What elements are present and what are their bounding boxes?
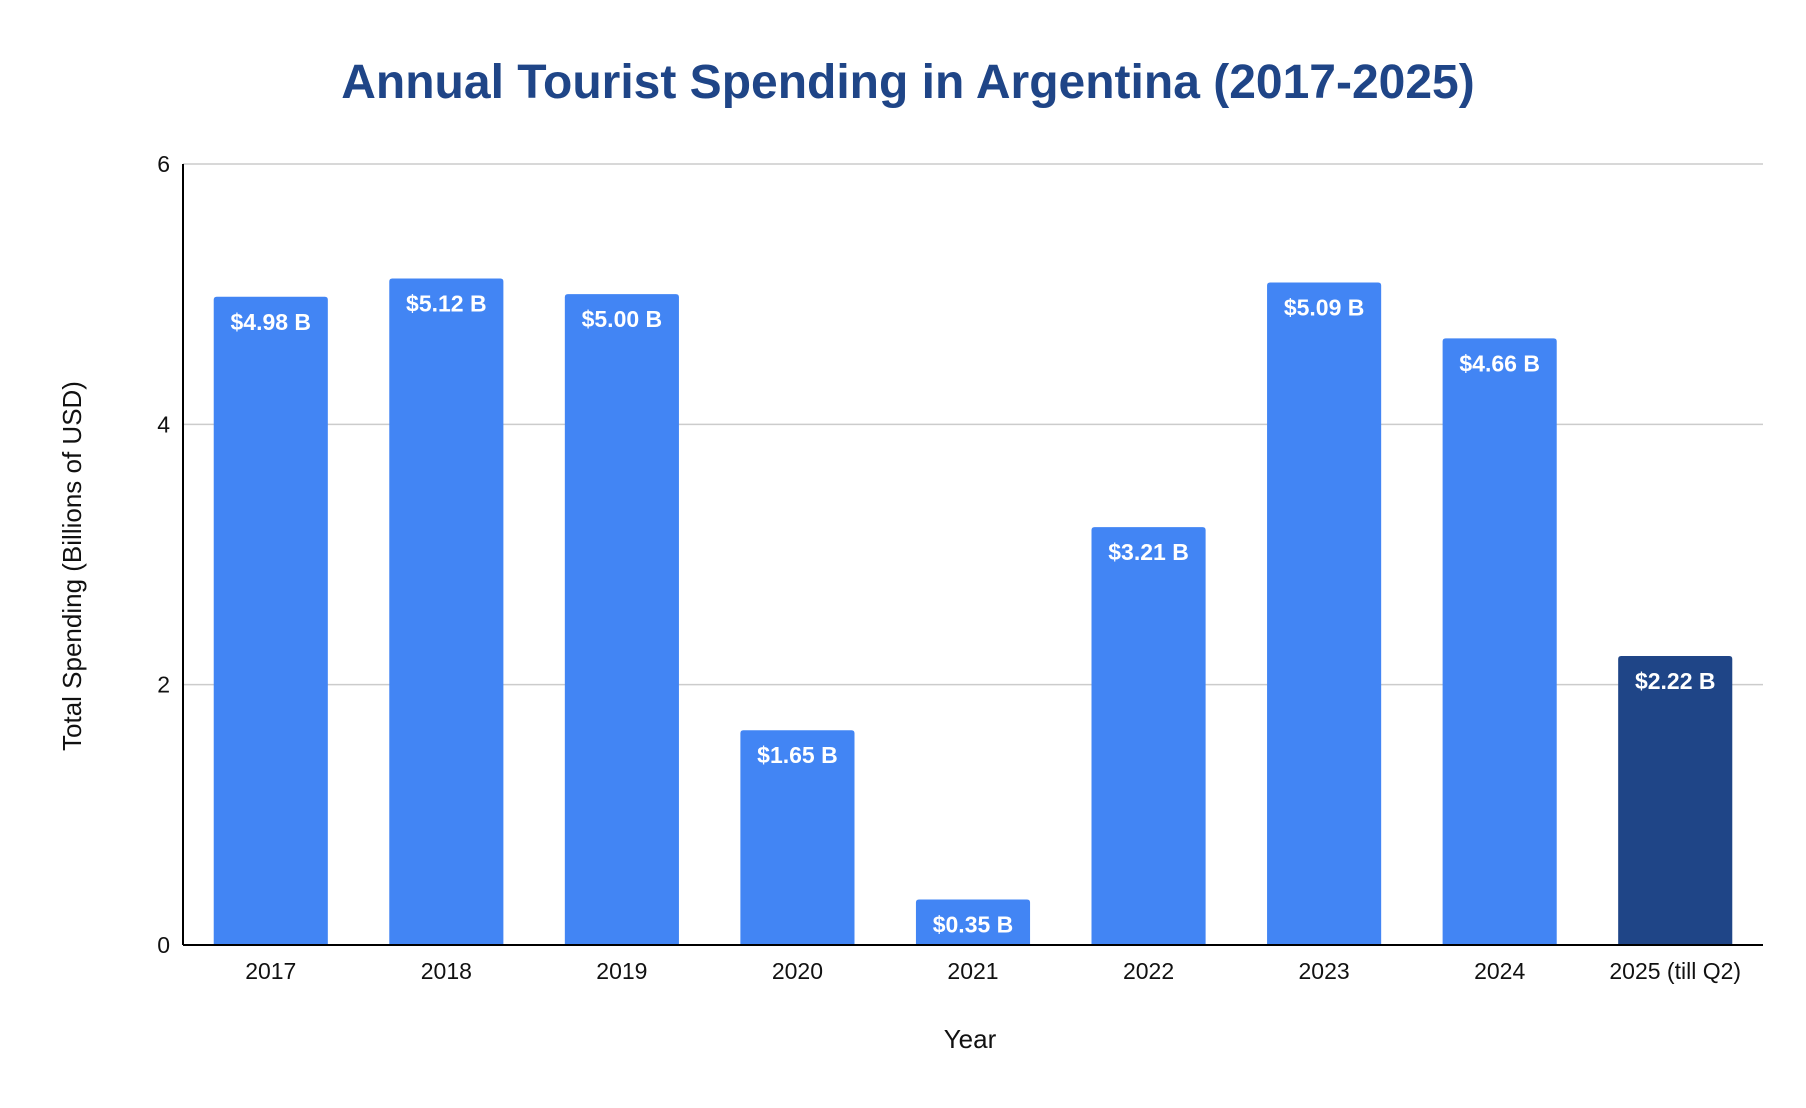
- data-label: $4.98 B: [230, 309, 311, 335]
- bar-2024: [1442, 338, 1557, 945]
- chart-title: Annual Tourist Spending in Argentina (20…: [341, 56, 1474, 109]
- x-tick-label: 2022: [1123, 958, 1174, 984]
- bar-2022: [1091, 527, 1206, 945]
- y-axis-label: Total Spending (Billions of USD): [57, 381, 87, 751]
- bar-2021: [915, 899, 1031, 945]
- x-tick-label: 2017: [245, 958, 296, 984]
- data-label: $1.65 B: [757, 742, 838, 768]
- data-label: $5.09 B: [1284, 294, 1365, 320]
- bars: [213, 278, 1733, 946]
- y-tick-label: 0: [157, 932, 170, 958]
- data-label: $5.12 B: [406, 291, 487, 317]
- x-tick-labels: 2017 2018 2019 2020 2021 2022 2023 2024 2025 (ti…: [245, 958, 1741, 984]
- bar-2020: [740, 730, 855, 945]
- bar-2017: [213, 296, 328, 945]
- y-tick-label: 6: [157, 151, 170, 177]
- bar-2018: [389, 278, 504, 946]
- data-label: $0.35 B: [933, 911, 1014, 937]
- y-tick-label: 4: [157, 411, 170, 437]
- x-tick-label: 2023: [1299, 958, 1350, 984]
- data-label: $3.21 B: [1108, 539, 1189, 565]
- bar-2023: [1267, 282, 1382, 945]
- x-tick-label: 2024: [1474, 958, 1525, 984]
- x-axis-label: Year: [944, 1024, 997, 1054]
- bar-2019: [564, 294, 679, 946]
- x-tick-label: 2025 (till Q2): [1609, 958, 1741, 984]
- data-label: $5.00 B: [582, 306, 663, 332]
- data-label: $4.66 B: [1459, 350, 1540, 376]
- y-tick-label: 2: [157, 672, 170, 698]
- x-tick-label: 2018: [421, 958, 472, 984]
- bar-2025-till-q2: [1618, 656, 1733, 945]
- x-tick-label: 2019: [596, 958, 647, 984]
- data-label: $2.22 B: [1635, 668, 1716, 694]
- y-tick-labels: 0 2 4 6: [157, 151, 170, 958]
- data-labels: $4.98 B $5.12 B $5.00 B $1.65 B $0.35 B $3.21…: [230, 291, 1715, 938]
- x-tick-label: 2021: [947, 958, 998, 984]
- x-tick-label: 2020: [772, 958, 823, 984]
